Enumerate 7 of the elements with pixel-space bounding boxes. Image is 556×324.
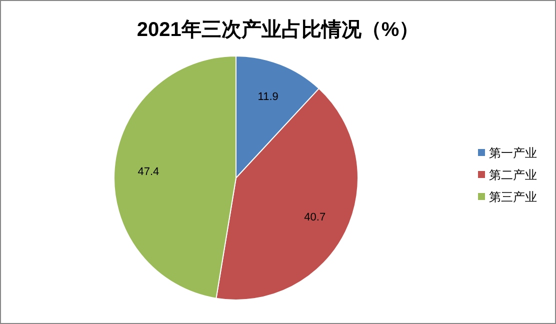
legend-label: 第一产业 [489, 146, 537, 160]
chart-title: 2021年三次产业占比情况（%） [136, 18, 420, 41]
legend-label: 第二产业 [489, 168, 537, 182]
data-label: 47.4 [138, 166, 160, 178]
legend-label: 第三产业 [489, 190, 537, 204]
data-label: 11.9 [258, 91, 278, 104]
data-label: 40.7 [304, 212, 326, 224]
